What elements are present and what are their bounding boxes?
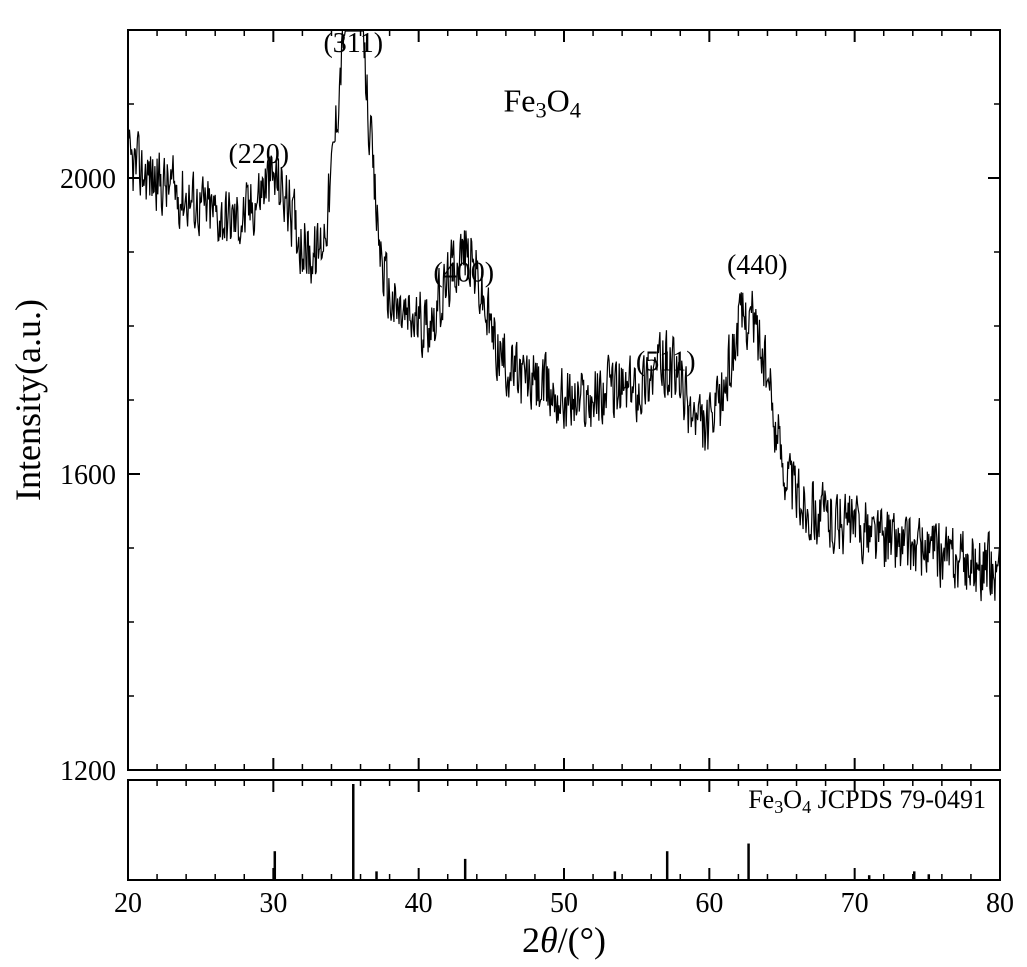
x-tick-label: 50: [550, 888, 578, 919]
x-tick-label: 60: [695, 888, 723, 919]
y-tick-label: 2000: [60, 164, 116, 195]
reference-label: Fe3O4 JCPDS 79-0491: [748, 785, 986, 817]
x-tick-label: 20: [114, 888, 142, 919]
y-axis-label: Intensity(a.u.): [8, 299, 48, 501]
peak-label: (511): [636, 346, 696, 377]
y-tick-label: 1200: [60, 756, 116, 787]
peak-label: (440): [727, 250, 788, 281]
y-tick-label: 1600: [60, 460, 116, 491]
x-tick-label: 80: [986, 888, 1014, 919]
peak-label: (400): [433, 258, 494, 289]
compound-label: Fe3O4: [503, 82, 581, 122]
peak-label: (311): [323, 28, 383, 59]
peak-label: (220): [228, 139, 289, 170]
x-tick-label: 30: [259, 888, 287, 919]
chart-svg: 1200 1600 2000 Intensity(a.u.) 20 30 40 50 60 70 8…: [0, 0, 1027, 967]
x-axis-label: 2θ/(°): [522, 920, 606, 960]
xrd-chart: 1200 1600 2000 Intensity(a.u.) 20 30 40 50 60 70 8…: [0, 0, 1027, 967]
x-tick-label: 40: [405, 888, 433, 919]
x-tick-label: 70: [841, 888, 869, 919]
